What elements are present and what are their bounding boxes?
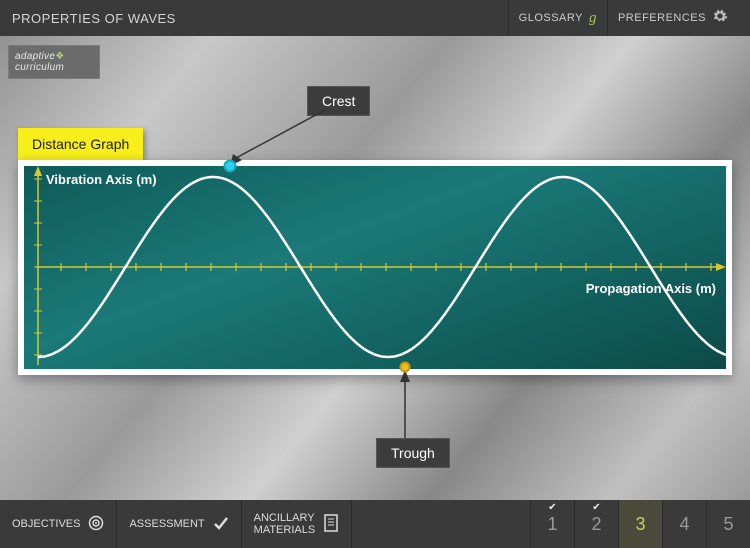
graph-panel: Vibration Axis (m) Propagation Axis (m) [18,160,732,375]
page-number: 3 [635,514,645,535]
glossary-icon: g [589,10,597,27]
page-number: 4 [679,514,689,535]
ancillary-button[interactable]: ANCILLARY MATERIALS [242,500,353,548]
glossary-button[interactable]: GLOSSARY g [508,0,607,36]
wave-plot [24,166,726,369]
preferences-label: PREFERENCES [618,12,706,24]
check-icon [213,515,229,534]
logo-line2: curriculum [15,62,64,73]
objectives-label: OBJECTIVES [12,518,80,530]
page-3[interactable]: 3 [618,500,662,548]
check-icon: ✔ [592,502,600,513]
crest-marker[interactable] [224,160,237,173]
page-navigator: ✔1✔2345 [530,500,750,548]
graph-title-chip: Distance Graph [18,128,143,160]
page-number: 2 [591,514,601,535]
x-axis-label: Propagation Axis (m) [586,281,716,296]
page-number: 1 [547,514,557,535]
assessment-button[interactable]: ASSESSMENT [117,500,241,548]
gear-icon [712,8,728,28]
trough-arrow [398,370,412,440]
trough-label: Trough [391,445,435,461]
page-4[interactable]: 4 [662,500,706,548]
page-1[interactable]: ✔1 [530,500,574,548]
trough-chip: Trough [376,438,450,468]
page-number: 5 [723,514,733,535]
page-5[interactable]: 5 [706,500,750,548]
trough-marker[interactable] [400,362,411,373]
glossary-label: GLOSSARY [519,12,583,24]
brand-logo: adaptive❖ curriculum [8,45,100,79]
app-title: PROPERTIES OF WAVES [12,11,508,26]
bottom-bar: OBJECTIVES ASSESSMENT ANCILLARY MATERIAL… [0,500,750,548]
footer-spacer [352,500,530,548]
crest-arrow [230,110,330,170]
graph-canvas: Vibration Axis (m) Propagation Axis (m) [24,166,726,369]
assessment-label: ASSESSMENT [129,518,204,530]
objectives-button[interactable]: OBJECTIVES [0,500,117,548]
check-icon: ✔ [548,502,556,513]
top-bar: PROPERTIES OF WAVES GLOSSARY g PREFERENC… [0,0,750,36]
page-2[interactable]: ✔2 [574,500,618,548]
graph-title-label: Distance Graph [32,136,129,152]
document-icon [323,514,339,535]
preferences-button[interactable]: PREFERENCES [607,0,738,36]
target-icon [88,515,104,534]
ancillary-label: ANCILLARY MATERIALS [254,512,316,536]
logo-line1: adaptive [15,51,55,62]
y-axis-label: Vibration Axis (m) [46,172,157,187]
crest-label: Crest [322,93,355,109]
